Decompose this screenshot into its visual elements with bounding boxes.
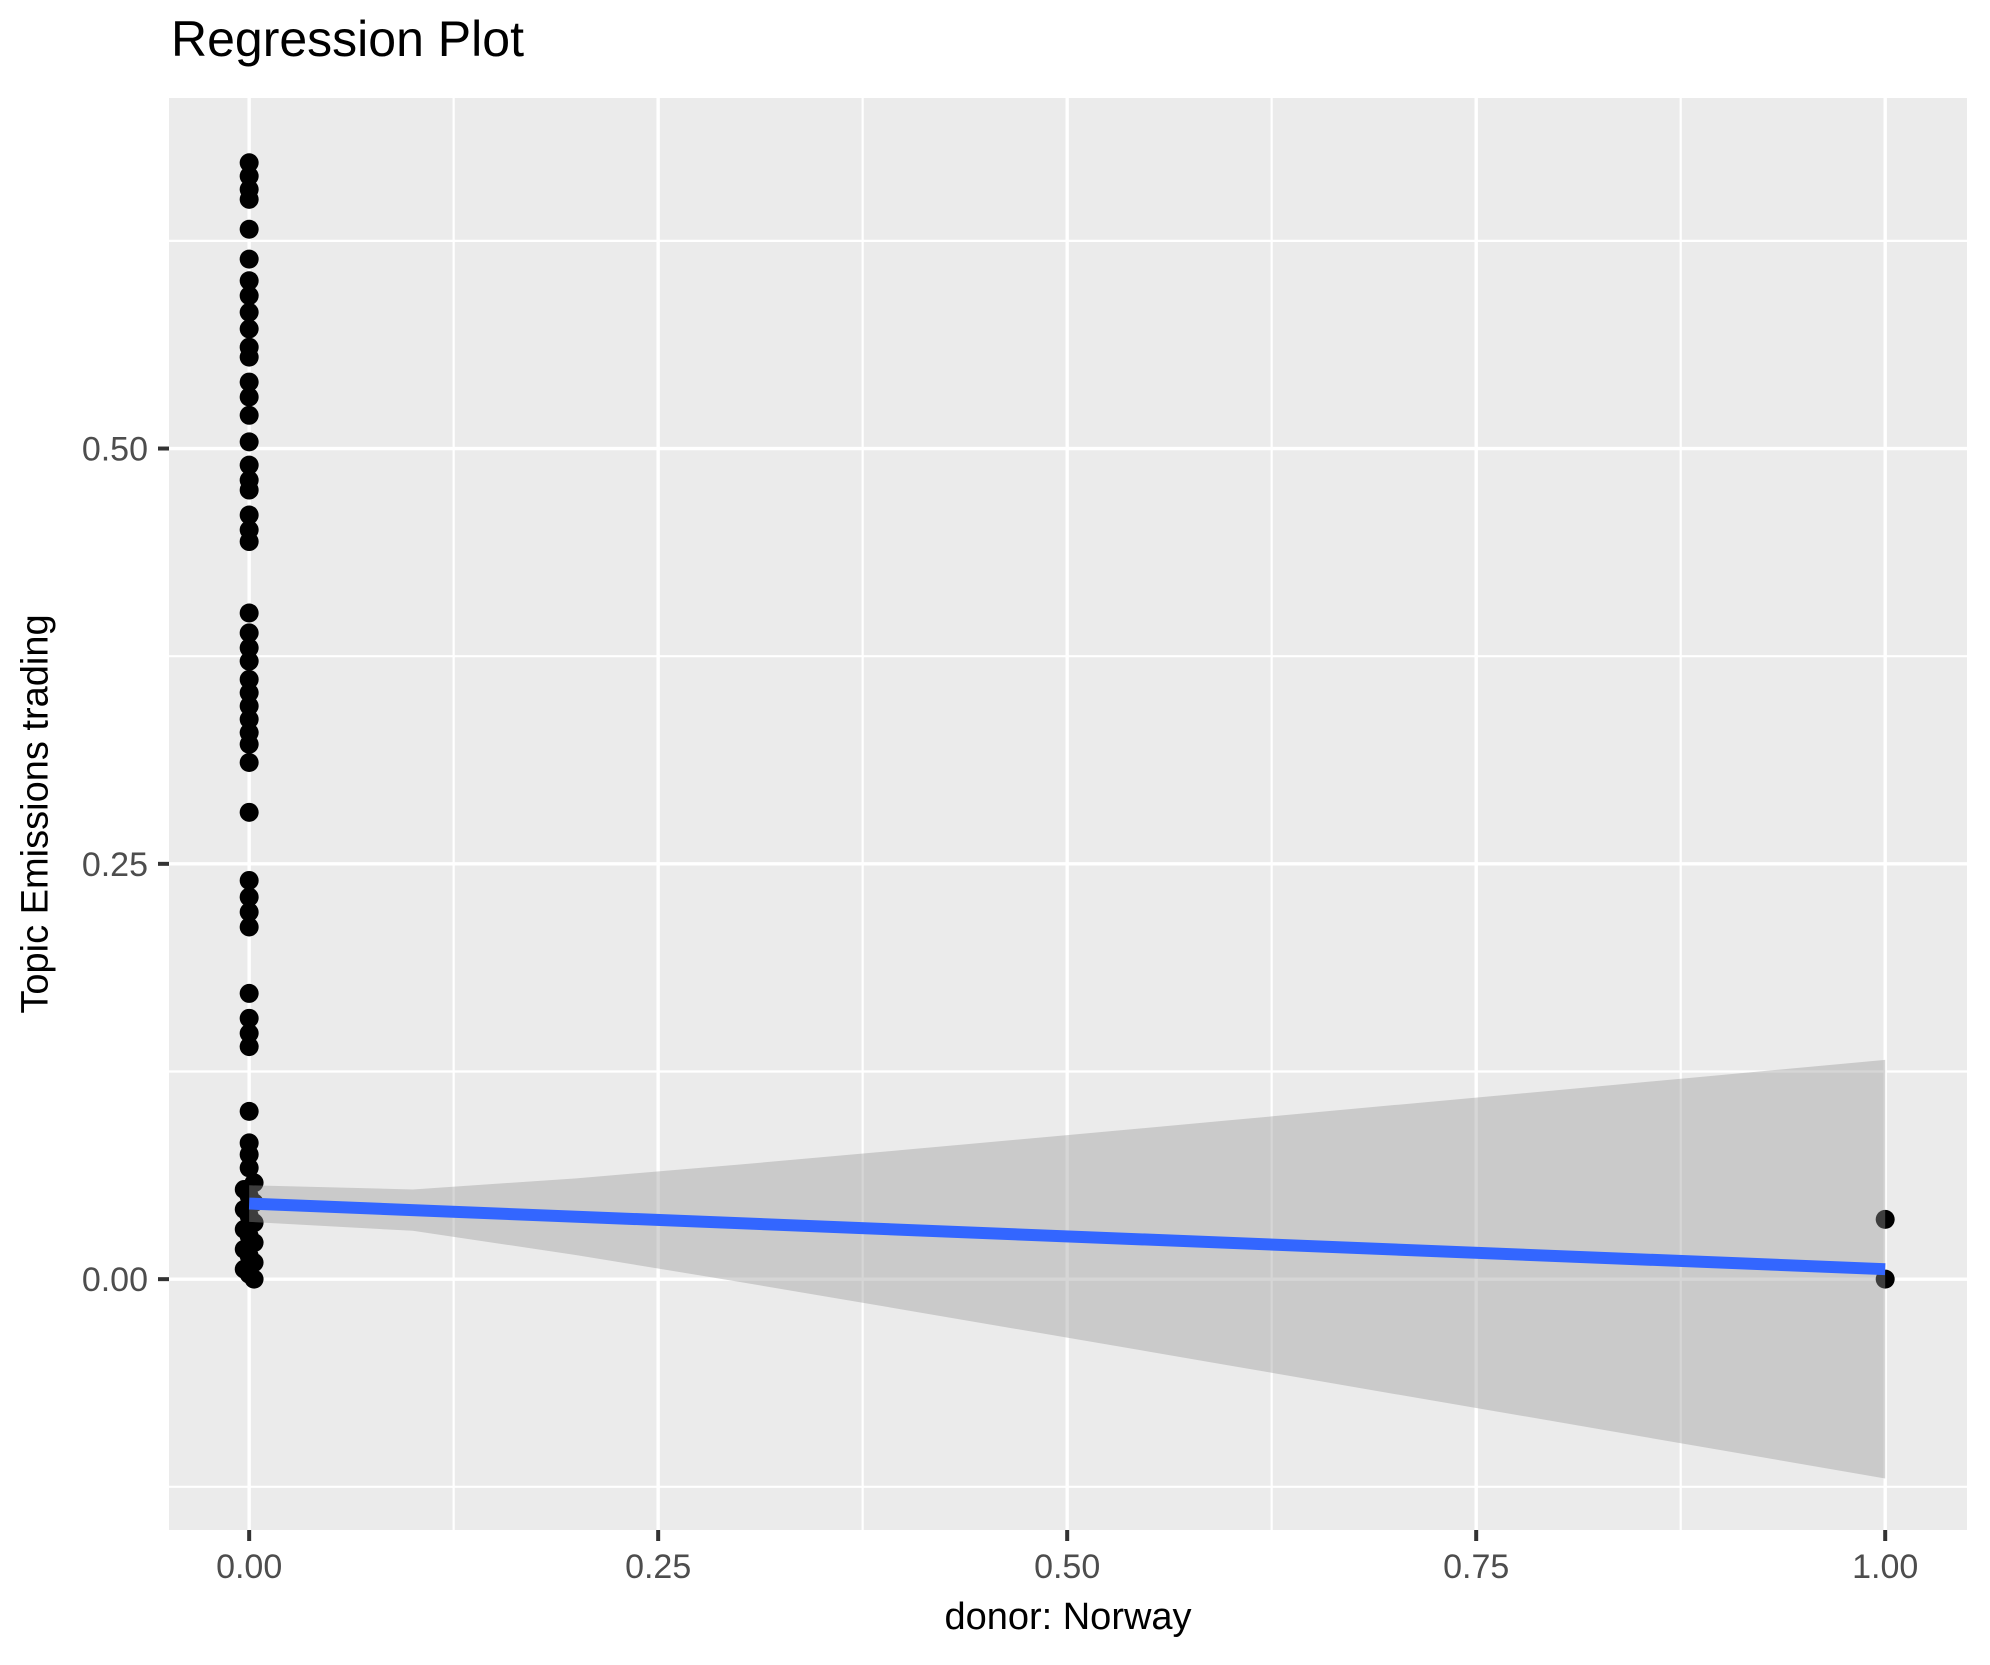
- data-point: [239, 302, 259, 322]
- y-tick-label: 0.50: [82, 431, 148, 469]
- data-point: [239, 189, 259, 209]
- data-point: [1875, 1209, 1895, 1229]
- data-point: [239, 696, 259, 716]
- data-point: [239, 347, 259, 367]
- data-point: [239, 802, 259, 822]
- data-point: [239, 219, 259, 239]
- data-point: [239, 387, 259, 407]
- x-tick-label: 0.25: [625, 1548, 691, 1586]
- x-axis-title: donor: Norway: [944, 1596, 1192, 1638]
- y-axis-title: Topic Emissions trading: [14, 614, 57, 1014]
- x-tick-label: 0.50: [1034, 1548, 1100, 1586]
- x-tick-label: 1.00: [1852, 1548, 1918, 1586]
- data-point: [239, 887, 259, 907]
- data-point: [239, 1023, 259, 1043]
- data-point: [239, 870, 259, 890]
- data-point: [239, 432, 259, 452]
- data-point: [239, 1101, 259, 1121]
- data-point: [239, 623, 259, 643]
- data-point: [239, 709, 259, 729]
- ci-ribbon: [249, 1059, 1886, 1479]
- data-point: [239, 455, 259, 475]
- data-point: [239, 917, 259, 937]
- data-point: [239, 372, 259, 392]
- data-point: [244, 1269, 264, 1289]
- data-point: [239, 480, 259, 500]
- y-tick-label: 0.25: [82, 846, 148, 884]
- chart-title: Regression Plot: [171, 11, 524, 67]
- data-point: [239, 249, 259, 269]
- data-point: [239, 532, 259, 552]
- data-point: [239, 166, 259, 186]
- data-point: [239, 1145, 259, 1165]
- regression-line: [248, 1197, 1886, 1276]
- data-point: [239, 505, 259, 525]
- data-point: [239, 734, 259, 754]
- data-point: [239, 753, 259, 773]
- data-point: [239, 902, 259, 922]
- data-point: [239, 405, 259, 425]
- data-point: [239, 1037, 259, 1057]
- data-point: [239, 651, 259, 671]
- y-tick-label: 0.00: [82, 1261, 148, 1299]
- data-point: [239, 286, 259, 306]
- data-point: [239, 319, 259, 339]
- data-point: [239, 683, 259, 703]
- data-point: [239, 271, 259, 291]
- data-point: [239, 603, 259, 623]
- x-tick-label: 0.00: [216, 1548, 282, 1586]
- data-point: [239, 153, 259, 173]
- x-tick-label: 0.75: [1443, 1548, 1509, 1586]
- data-point: [239, 1158, 259, 1178]
- data-point: [239, 669, 259, 689]
- data-point: [239, 1008, 259, 1028]
- data-point: [239, 638, 259, 658]
- data-point: [239, 983, 259, 1003]
